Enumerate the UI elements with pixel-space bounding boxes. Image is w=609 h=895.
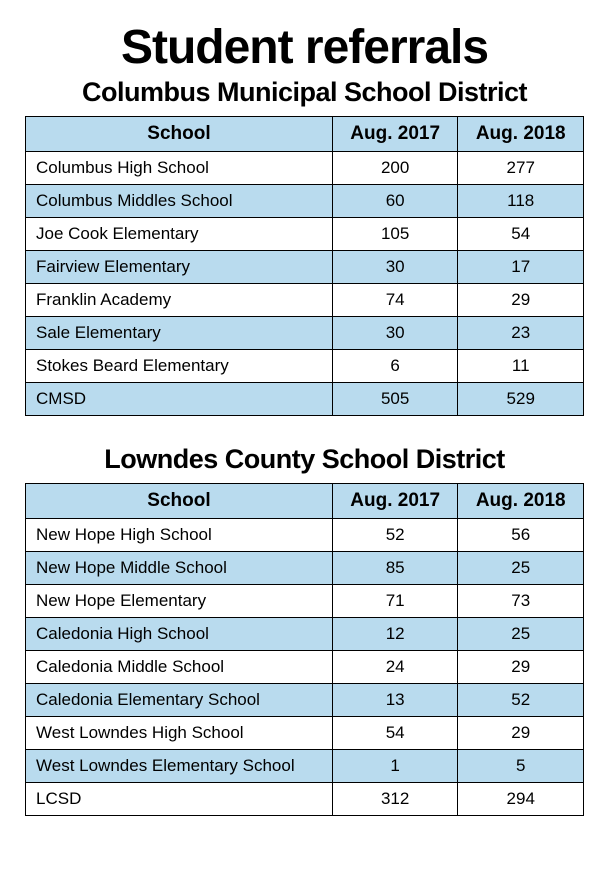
section-title: Lowndes County School District: [25, 444, 584, 475]
value-cell-2018: 54: [458, 218, 584, 251]
sections-container: Columbus Municipal School District School…: [25, 77, 584, 816]
value-cell-2017: 30: [332, 251, 458, 284]
school-cell: CMSD: [26, 383, 333, 416]
value-cell-2018: 29: [458, 651, 584, 684]
referrals-table: SchoolAug. 2017Aug. 2018Columbus High Sc…: [25, 116, 584, 416]
school-cell: Caledonia Middle School: [26, 651, 333, 684]
table-row: West Lowndes Elementary School15: [26, 750, 584, 783]
column-header: Aug. 2017: [332, 117, 458, 152]
column-header: Aug. 2017: [332, 484, 458, 519]
school-cell: Joe Cook Elementary: [26, 218, 333, 251]
table-row: Sale Elementary3023: [26, 317, 584, 350]
value-cell-2018: 23: [458, 317, 584, 350]
school-cell: Sale Elementary: [26, 317, 333, 350]
table-row: Caledonia High School1225: [26, 618, 584, 651]
value-cell-2017: 24: [332, 651, 458, 684]
value-cell-2018: 56: [458, 519, 584, 552]
section-title: Columbus Municipal School District: [25, 77, 584, 108]
table-row: LCSD312294: [26, 783, 584, 816]
column-header: Aug. 2018: [458, 117, 584, 152]
school-cell: Caledonia High School: [26, 618, 333, 651]
table-header-row: SchoolAug. 2017Aug. 2018: [26, 484, 584, 519]
value-cell-2018: 52: [458, 684, 584, 717]
table-row: West Lowndes High School5429: [26, 717, 584, 750]
table-row: Franklin Academy7429: [26, 284, 584, 317]
table-row: Fairview Elementary3017: [26, 251, 584, 284]
school-cell: West Lowndes High School: [26, 717, 333, 750]
value-cell-2018: 277: [458, 152, 584, 185]
value-cell-2017: 6: [332, 350, 458, 383]
value-cell-2018: 73: [458, 585, 584, 618]
value-cell-2017: 52: [332, 519, 458, 552]
table-row: Caledonia Elementary School1352: [26, 684, 584, 717]
table-row: Caledonia Middle School2429: [26, 651, 584, 684]
section-gap: [25, 416, 584, 444]
page-title: Student referrals: [25, 20, 584, 75]
value-cell-2017: 71: [332, 585, 458, 618]
table-row: New Hope Elementary7173: [26, 585, 584, 618]
table-wrap: SchoolAug. 2017Aug. 2018Columbus High Sc…: [25, 116, 584, 416]
school-cell: West Lowndes Elementary School: [26, 750, 333, 783]
value-cell-2018: 294: [458, 783, 584, 816]
value-cell-2018: 25: [458, 552, 584, 585]
table-row: CMSD505529: [26, 383, 584, 416]
value-cell-2017: 60: [332, 185, 458, 218]
school-cell: Franklin Academy: [26, 284, 333, 317]
table-row: Stokes Beard Elementary611: [26, 350, 584, 383]
value-cell-2017: 505: [332, 383, 458, 416]
school-cell: New Hope Elementary: [26, 585, 333, 618]
value-cell-2017: 74: [332, 284, 458, 317]
value-cell-2017: 12: [332, 618, 458, 651]
school-cell: Stokes Beard Elementary: [26, 350, 333, 383]
value-cell-2017: 13: [332, 684, 458, 717]
value-cell-2017: 30: [332, 317, 458, 350]
value-cell-2018: 25: [458, 618, 584, 651]
value-cell-2018: 17: [458, 251, 584, 284]
table-row: Columbus Middles School60118: [26, 185, 584, 218]
table-row: Columbus High School200277: [26, 152, 584, 185]
value-cell-2018: 29: [458, 284, 584, 317]
table-row: Joe Cook Elementary10554: [26, 218, 584, 251]
school-cell: Columbus High School: [26, 152, 333, 185]
value-cell-2018: 11: [458, 350, 584, 383]
value-cell-2017: 85: [332, 552, 458, 585]
value-cell-2018: 529: [458, 383, 584, 416]
value-cell-2017: 105: [332, 218, 458, 251]
table-row: New Hope Middle School8525: [26, 552, 584, 585]
value-cell-2017: 54: [332, 717, 458, 750]
column-header: School: [26, 117, 333, 152]
school-cell: Caledonia Elementary School: [26, 684, 333, 717]
school-cell: Columbus Middles School: [26, 185, 333, 218]
column-header: School: [26, 484, 333, 519]
table-header-row: SchoolAug. 2017Aug. 2018: [26, 117, 584, 152]
value-cell-2018: 29: [458, 717, 584, 750]
value-cell-2017: 312: [332, 783, 458, 816]
value-cell-2018: 5: [458, 750, 584, 783]
column-header: Aug. 2018: [458, 484, 584, 519]
value-cell-2018: 118: [458, 185, 584, 218]
school-cell: LCSD: [26, 783, 333, 816]
school-cell: New Hope Middle School: [26, 552, 333, 585]
value-cell-2017: 1: [332, 750, 458, 783]
table-wrap: SchoolAug. 2017Aug. 2018New Hope High Sc…: [25, 483, 584, 816]
table-row: New Hope High School5256: [26, 519, 584, 552]
school-cell: Fairview Elementary: [26, 251, 333, 284]
school-cell: New Hope High School: [26, 519, 333, 552]
referrals-table: SchoolAug. 2017Aug. 2018New Hope High Sc…: [25, 483, 584, 816]
value-cell-2017: 200: [332, 152, 458, 185]
